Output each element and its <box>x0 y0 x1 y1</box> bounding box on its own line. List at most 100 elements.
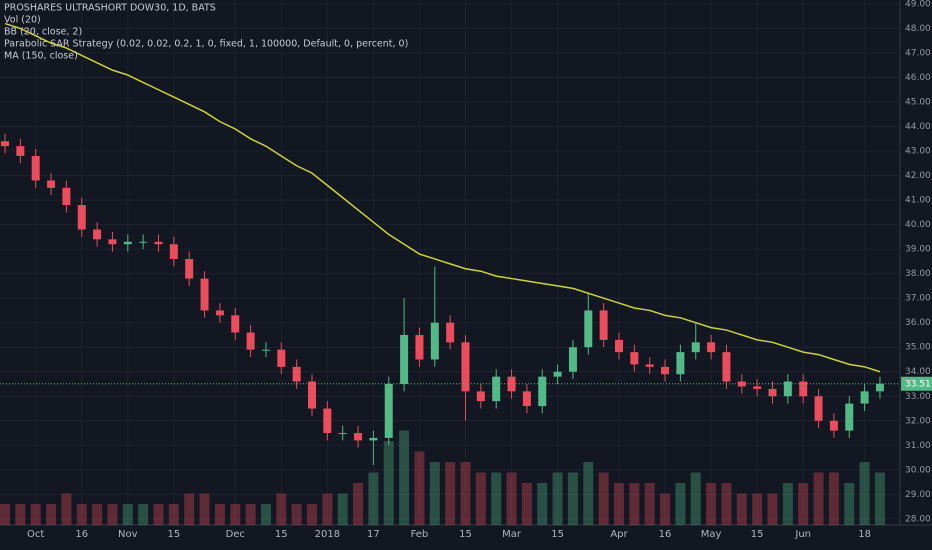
volume-bar <box>752 493 763 525</box>
candle-body <box>599 310 608 340</box>
volume-bar <box>506 472 517 525</box>
y-tick-label: 40.00 <box>905 220 931 230</box>
volume-bar <box>660 493 671 525</box>
candle-body <box>47 180 56 188</box>
candle-body <box>645 364 654 367</box>
volume-bar <box>322 493 333 525</box>
candle-body <box>676 352 685 375</box>
y-tick-label: 44.00 <box>905 122 931 132</box>
candle-body <box>829 420 838 431</box>
x-tick-label: 15 <box>459 529 472 540</box>
candle-body <box>691 342 700 353</box>
volume-bar <box>15 504 26 525</box>
volume-bar <box>798 483 809 525</box>
indicator-label: Parabolic SAR Strategy (0.02, 0.02, 0.2,… <box>4 39 408 50</box>
volume-bar <box>107 504 118 525</box>
volume-bar <box>874 472 885 525</box>
candle-body <box>661 366 670 375</box>
volume-bar <box>168 504 179 525</box>
volume-bar <box>307 504 317 525</box>
volume-bar <box>122 504 133 525</box>
volume-bar <box>383 441 394 525</box>
volume-bar <box>844 483 855 525</box>
y-tick-label: 35.00 <box>905 343 931 353</box>
candle-body <box>492 376 501 402</box>
volume-bar <box>429 462 440 525</box>
candle-body <box>338 433 347 435</box>
y-tick-label: 38.00 <box>905 269 931 279</box>
candle-body <box>476 391 485 402</box>
candle-body <box>277 349 286 367</box>
y-tick-label: 41.00 <box>905 196 931 206</box>
volume-bar <box>46 504 57 525</box>
x-tick-label: Mar <box>502 529 522 540</box>
volume-bar <box>475 472 486 525</box>
x-tick-label: 16 <box>659 529 672 540</box>
volume-bar <box>414 451 425 525</box>
x-tick-label: 15 <box>751 529 764 540</box>
volume-bar <box>675 483 686 525</box>
volume-bar <box>521 483 532 525</box>
y-tick-label: 31.00 <box>905 441 931 451</box>
volume-bar <box>706 483 717 525</box>
x-tick-label: Oct <box>27 529 44 540</box>
volume-bar <box>0 504 10 525</box>
chart-title: PROSHARES ULTRASHORT DOW30, 1D, BATS <box>4 3 216 14</box>
volume-bar <box>552 472 563 525</box>
y-tick-label: 45.00 <box>905 98 931 108</box>
volume-bar <box>260 504 271 525</box>
y-tick-label: 49.00 <box>905 0 931 9</box>
candle-body <box>77 204 86 230</box>
volume-bar <box>813 472 824 525</box>
candle-body <box>753 386 762 389</box>
y-tick-label: 30.00 <box>905 465 931 475</box>
volume-bar <box>199 493 210 525</box>
volume-bar <box>491 472 502 525</box>
candle-body <box>446 322 455 343</box>
candle-body <box>323 408 332 434</box>
candle-body <box>568 347 577 372</box>
candle-body <box>384 384 393 438</box>
y-tick-label: 47.00 <box>905 48 931 58</box>
x-tick-label: Dec <box>226 529 245 540</box>
candle-body <box>860 391 869 404</box>
volume-bar <box>30 504 41 525</box>
candle-body <box>461 342 470 392</box>
x-tick-label: Feb <box>411 529 429 540</box>
volume-bar <box>399 430 410 525</box>
x-tick-label: 18 <box>858 529 871 540</box>
y-tick-label: 42.00 <box>905 171 931 181</box>
indicator-label: Vol (20) <box>4 15 41 26</box>
volume-bar <box>583 462 594 525</box>
y-tick-label: 36.00 <box>905 318 931 328</box>
volume-bar <box>214 504 225 525</box>
volume-bar <box>138 504 149 525</box>
candle-body <box>1 141 9 147</box>
moving-average-line <box>4 22 881 373</box>
volume-bar <box>92 504 103 525</box>
y-tick-label: 28.00 <box>905 514 931 524</box>
candle-body <box>369 437 378 441</box>
y-tick-label: 46.00 <box>905 73 931 83</box>
candle-body <box>169 244 178 259</box>
candle-body <box>845 403 854 431</box>
x-tick-label: May <box>701 529 722 540</box>
candle-body <box>215 310 224 316</box>
candle-body <box>707 342 716 353</box>
volume-bar <box>153 504 164 525</box>
volume-bar <box>614 483 624 525</box>
volume-bar <box>598 472 609 525</box>
candle-body <box>783 381 792 397</box>
x-tick-label: 17 <box>367 529 380 540</box>
candle-body <box>185 258 194 279</box>
x-tick-label: 16 <box>75 529 88 540</box>
volume-bar <box>460 462 471 525</box>
volume-bar <box>537 483 548 525</box>
candle-body <box>139 241 148 243</box>
volume-bar <box>736 493 747 525</box>
volume-bar <box>61 493 72 525</box>
candle-body <box>261 349 270 351</box>
candle-body <box>553 371 562 377</box>
candle-body <box>615 339 623 353</box>
